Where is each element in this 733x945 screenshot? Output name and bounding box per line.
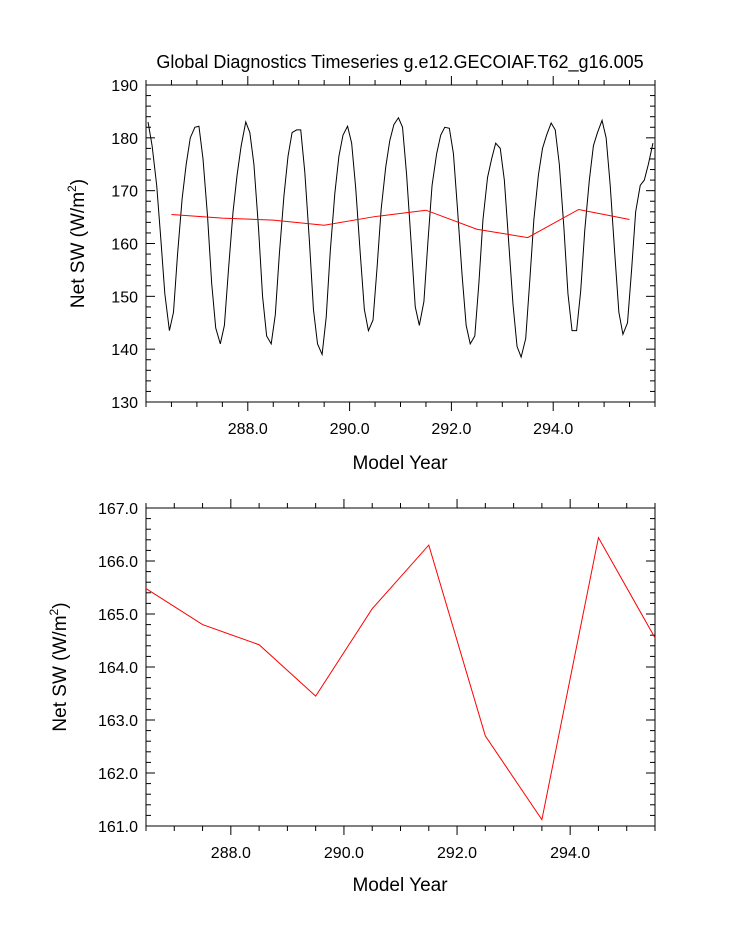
series-line-monthly [147, 116, 654, 359]
y-tick-labels-top: 130 140 150 160 170 180 190 [111, 78, 138, 412]
x-tick-label: 294.0 [550, 845, 590, 862]
y-tick-label: 166.0 [98, 554, 138, 571]
annual-mean-plot-bottom: 161.0 162.0 163.0 164.0 165.0 166.0 167.0 288.… [47, 499, 656, 896]
x-tick-label: 292.0 [431, 421, 471, 438]
x-tick-labels-bottom: 288.0 290.0 292.0 294.0 [211, 845, 590, 862]
x-tick-label: 294.0 [533, 421, 573, 438]
plot-frame-top [145, 84, 656, 403]
timeseries-plot-top: 130 140 150 160 170 180 190 288.0 290.0 292.0 294… [65, 76, 656, 474]
y-tick-label: 140 [111, 342, 138, 359]
x-tick-labels-top: 288.0 290.0 292.0 294.0 [228, 421, 574, 438]
y-tick-label: 161.0 [98, 819, 138, 836]
y-tick-label: 162.0 [98, 766, 138, 783]
chart-title: Global Diagnostics Timeseries g.e12.GECO… [156, 52, 643, 73]
y-tick-label: 165.0 [98, 607, 138, 624]
y-tick-label: 167.0 [98, 501, 138, 518]
y-tick-label: 150 [111, 289, 138, 306]
x-tick-label: 290.0 [324, 845, 364, 862]
tick-marks-top [145, 76, 656, 411]
y-axis-title-top: Net SW (W/m2) [65, 179, 89, 308]
y-tick-label: 160 [111, 237, 138, 254]
y-tick-label: 180 [111, 131, 138, 148]
series-line-annual-mean [171, 208, 630, 239]
y-tick-label: 163.0 [98, 713, 138, 730]
series-group-bottom [145, 536, 656, 821]
x-tick-label: 290.0 [330, 421, 370, 438]
x-tick-label: 288.0 [211, 845, 251, 862]
x-tick-label: 292.0 [437, 845, 477, 862]
y-tick-label: 164.0 [98, 660, 138, 677]
y-axis-title-bottom: Net SW (W/m2) [47, 602, 71, 731]
plot-frame-bottom [145, 507, 656, 827]
x-tick-label: 288.0 [228, 421, 268, 438]
y-tick-labels-bottom: 161.0 162.0 163.0 164.0 165.0 166.0 167.0 [98, 501, 138, 836]
x-axis-title-top: Model Year [352, 453, 448, 474]
y-tick-label: 190 [111, 78, 138, 95]
y-tick-label: 170 [111, 184, 138, 201]
tick-marks-bottom [145, 499, 656, 835]
x-axis-title-bottom: Model Year [352, 875, 448, 896]
series-line-annual-mean [145, 536, 656, 821]
y-tick-label: 130 [111, 395, 138, 412]
series-group-top [147, 116, 654, 359]
